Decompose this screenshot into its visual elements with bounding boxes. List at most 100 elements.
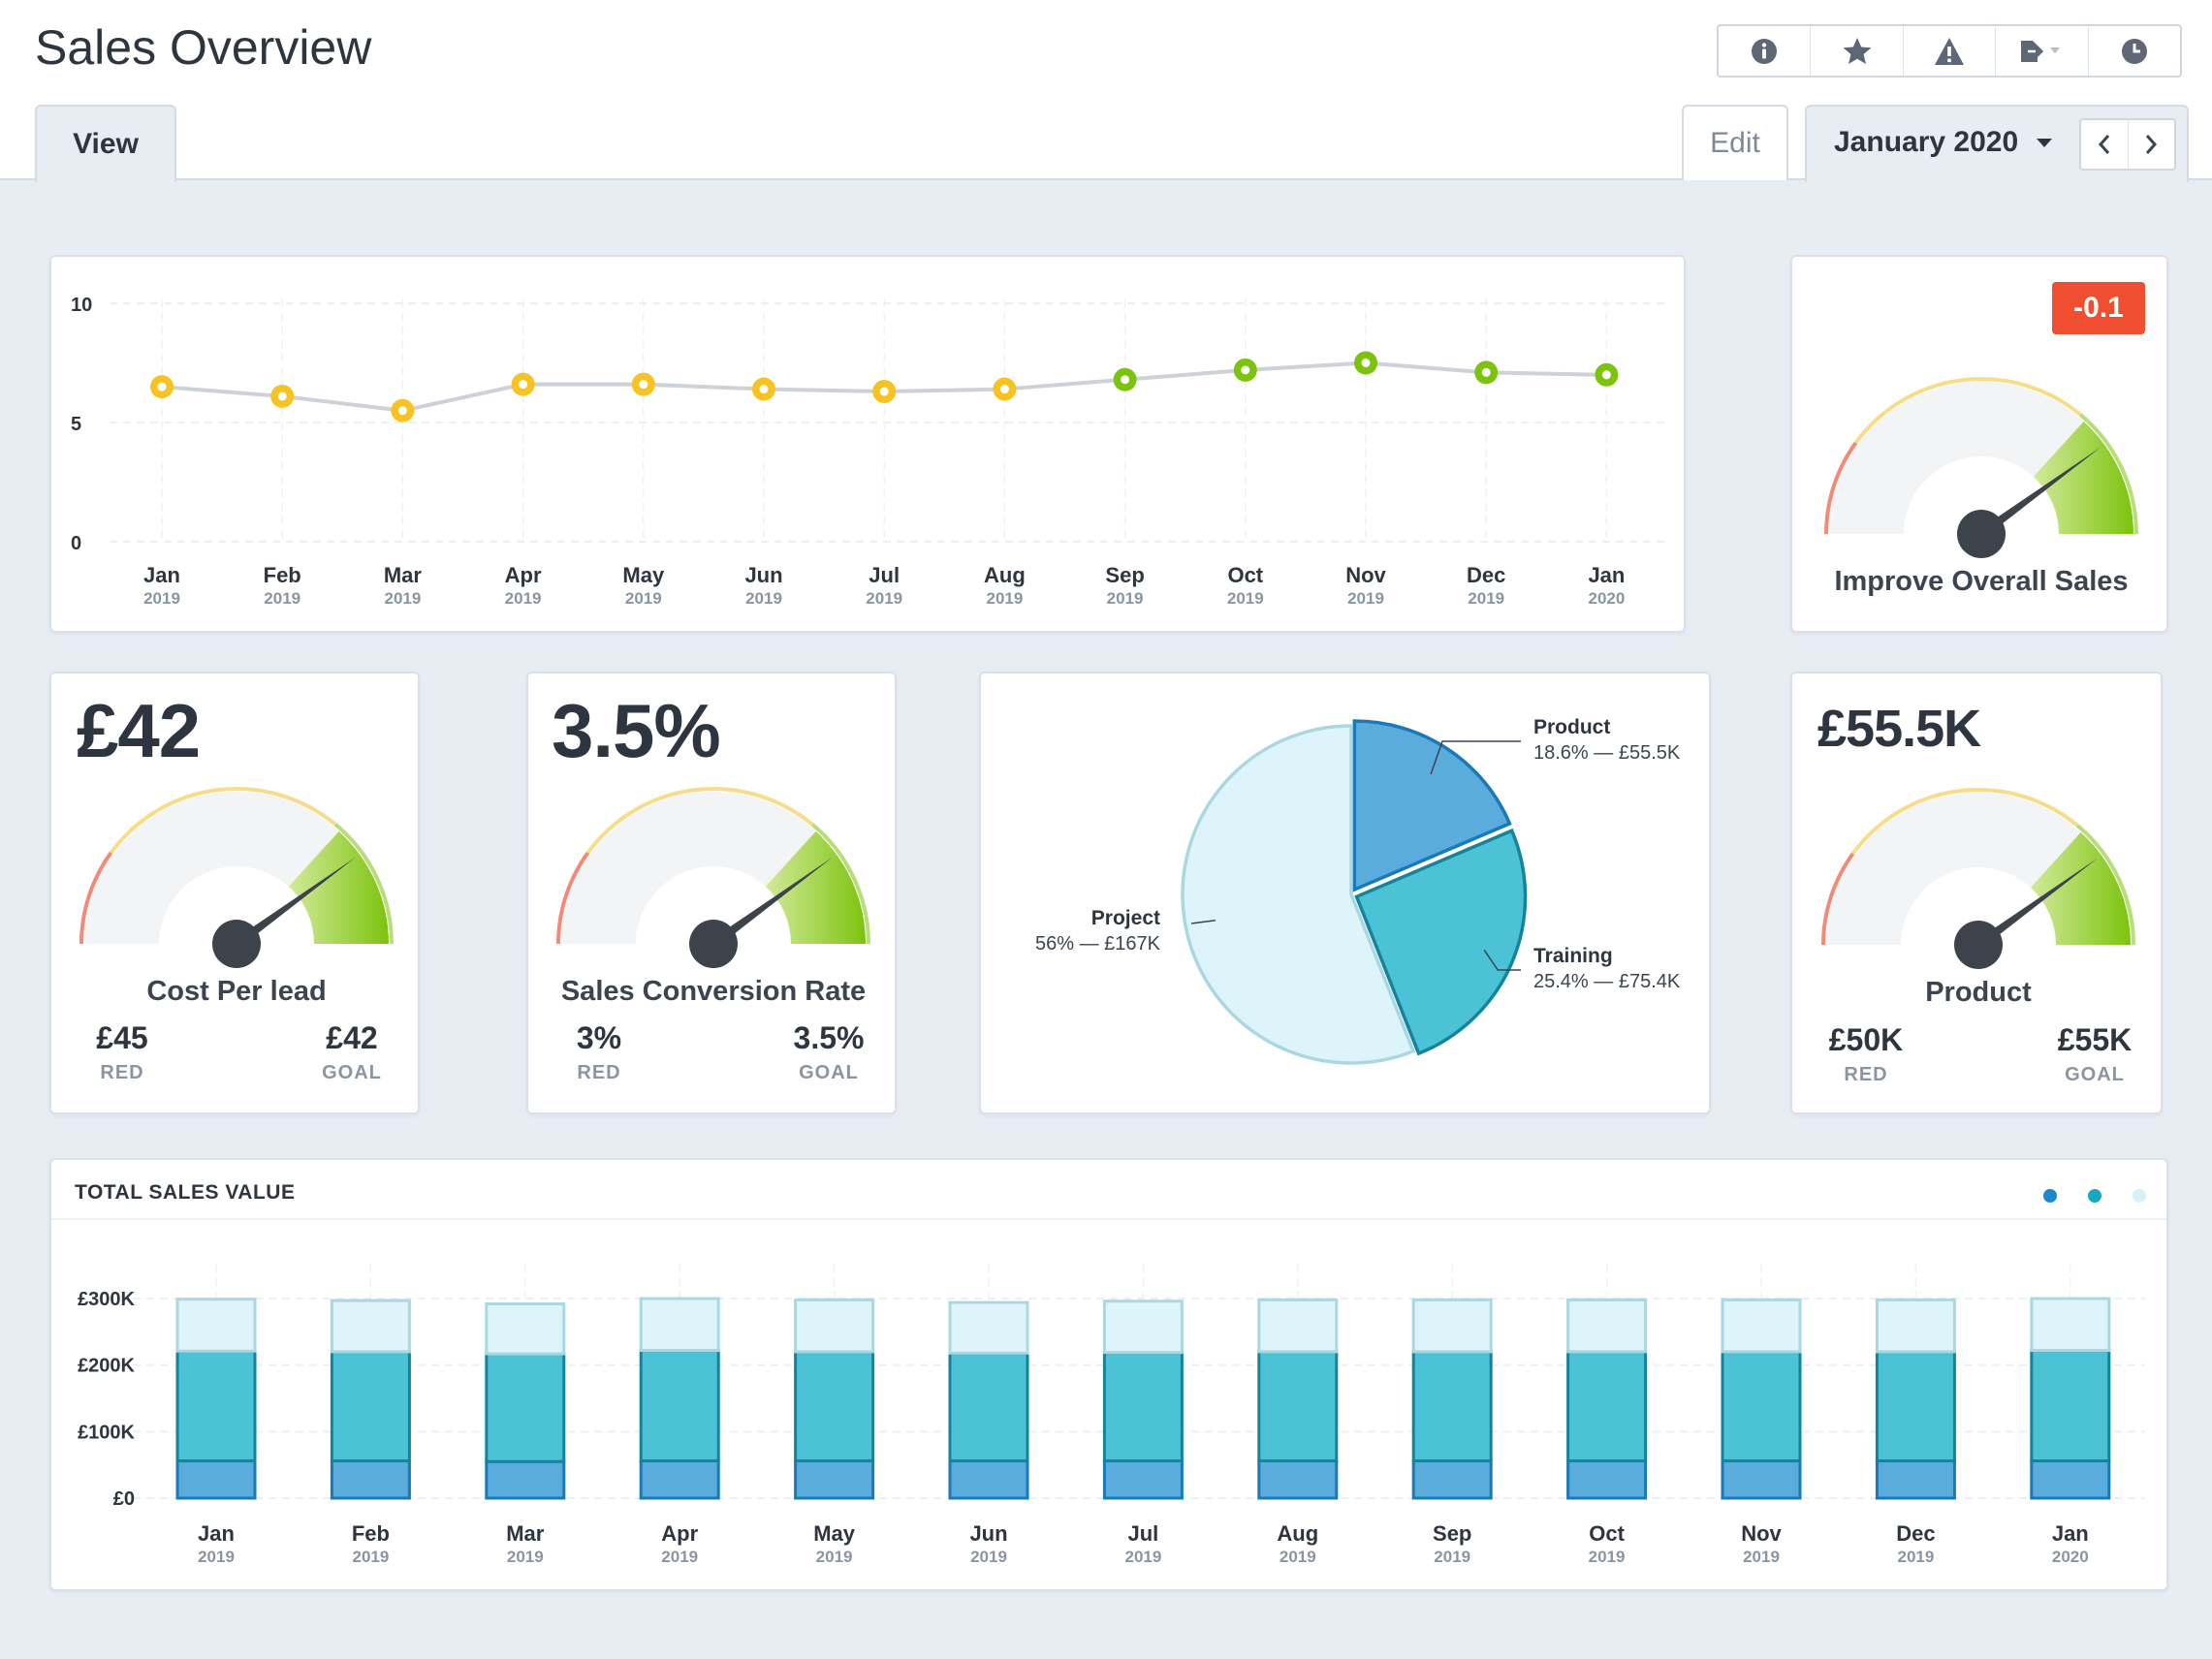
bar-segment (1566, 1298, 1648, 1354)
y-tick-label: 5 (71, 414, 81, 435)
legend-dot-1[interactable] (2043, 1189, 2057, 1203)
bar-segment (948, 1459, 1029, 1500)
x-tick-label: Feb (264, 563, 301, 587)
gauge-yellow-band (109, 787, 337, 855)
chevron-left-icon (2098, 135, 2109, 154)
x-tick-label: Jan (2052, 1521, 2089, 1546)
bar-segment (1102, 1459, 1184, 1500)
metric-value: 3.5% (552, 688, 721, 773)
bar-segment (330, 1350, 411, 1463)
bar-segment (1102, 1299, 1184, 1355)
x-tick-year: 2019 (816, 1548, 853, 1566)
x-tick-label: Mar (384, 563, 423, 587)
warning-icon (1935, 37, 1965, 65)
gauge-needle-hub (1954, 921, 2003, 969)
gauge-track (561, 792, 816, 944)
red-threshold: £50K RED (1817, 1022, 1914, 1086)
data-point-center (1481, 367, 1491, 377)
y-tick-label: 10 (71, 295, 92, 316)
tab-edit[interactable]: Edit (1682, 105, 1788, 180)
x-tick-year: 2019 (1124, 1548, 1161, 1566)
x-tick-label: Apr (661, 1521, 698, 1546)
clock-icon (2121, 38, 2147, 64)
gauge-red-band (1824, 441, 1858, 535)
trend-chart: 10 5 0 Jan 2019 Feb 2019 Mar 2019 Apr 2019 May 2019 J… (71, 295, 1665, 608)
x-tick-year: 2020 (2052, 1548, 2089, 1566)
pie-slice (1352, 719, 1512, 892)
data-point-center (519, 380, 528, 390)
bar-segment (1875, 1459, 1956, 1500)
red-label: RED (100, 1062, 144, 1083)
bar-segment (639, 1297, 720, 1353)
red-value: £45 (96, 1020, 148, 1055)
bar-segment (639, 1459, 720, 1500)
goal-threshold: 3.5% GOAL (780, 1020, 877, 1084)
revenue-pie-chart: Product 18.6% — £55.5K Training 25.4% — £75… (1035, 716, 1681, 1065)
goal-value: £42 (326, 1020, 378, 1055)
cost-per-lead-gauge: Cost Per lead (79, 787, 394, 1007)
x-tick-label: Feb (352, 1521, 390, 1546)
red-value: 3% (576, 1020, 622, 1055)
x-tick-year: 2019 (264, 589, 300, 608)
x-tick-year: 2019 (198, 1548, 235, 1566)
x-tick-label: Oct (1227, 563, 1263, 587)
legend-dot-3[interactable] (2133, 1189, 2146, 1203)
bar-segment (330, 1459, 411, 1500)
info-icon (1752, 38, 1778, 64)
bar-segment (794, 1459, 875, 1500)
data-point-center (759, 385, 769, 394)
caret-down-icon (2037, 139, 2053, 147)
x-tick-year: 2019 (1347, 589, 1384, 608)
gauge-needle-hub (1957, 510, 2006, 558)
x-tick-label: Aug (1277, 1521, 1318, 1546)
data-point-center (397, 406, 407, 416)
pie-slice-detail: 56% — £167K (1035, 933, 1161, 955)
alert-button[interactable] (1902, 26, 1995, 76)
total-sales-card: TOTAL SALES VALUE £300K £200K £100K £0 Jan 20… (49, 1158, 2168, 1591)
bar-segment (175, 1298, 257, 1353)
bar-segment (2030, 1459, 2111, 1500)
x-tick-label: Jan (143, 563, 180, 587)
period-select[interactable]: January 2020 (1834, 126, 2053, 159)
pie-leader-line (1190, 919, 1216, 924)
history-button[interactable] (2087, 26, 2180, 76)
bar-segment (1411, 1350, 1493, 1463)
y-tick-label: £100K (78, 1422, 135, 1443)
bar-segment (1102, 1351, 1184, 1463)
gauge-red-band (1821, 852, 1855, 946)
bar-segment (639, 1349, 720, 1463)
gauge-title: Improve Overall Sales (1834, 566, 2128, 597)
gauge-yellow-band (585, 787, 814, 855)
next-period-button[interactable] (2127, 120, 2175, 169)
x-tick-label: Nov (1345, 563, 1386, 587)
bar-segment (794, 1298, 875, 1354)
star-icon (1843, 37, 1872, 64)
goal-value: 3.5% (793, 1020, 865, 1055)
gauge-fill (2030, 831, 2131, 945)
export-button[interactable] (1995, 26, 2087, 76)
red-threshold: £45 RED (79, 1020, 166, 1084)
chevron-right-icon (2146, 135, 2158, 154)
info-button[interactable] (1719, 26, 1810, 76)
x-tick-year: 2019 (1280, 1548, 1316, 1566)
tab-view[interactable]: View (35, 105, 176, 182)
x-tick-label: Aug (984, 563, 1026, 587)
bar-segment (175, 1459, 257, 1500)
bar-segment (330, 1299, 411, 1354)
bar-segment (1257, 1350, 1339, 1463)
gauge-green-band (333, 823, 394, 945)
pie-leader-line (1430, 740, 1521, 775)
data-point-center (1121, 375, 1130, 385)
goal-threshold: £55K GOAL (2046, 1022, 2143, 1086)
x-tick-label: Nov (1741, 1521, 1782, 1546)
bar-segment (1566, 1350, 1648, 1463)
previous-period-button[interactable] (2081, 120, 2128, 169)
goal-value: £55K (2057, 1022, 2133, 1057)
legend-dot-2[interactable] (2088, 1189, 2101, 1203)
divider (51, 1218, 2166, 1220)
favorite-button[interactable] (1810, 26, 1902, 76)
x-tick-year: 2019 (143, 589, 180, 608)
bar-segment (1411, 1298, 1493, 1354)
metric-value: £55.5K (1817, 700, 1981, 758)
gauge-fill (288, 830, 389, 944)
